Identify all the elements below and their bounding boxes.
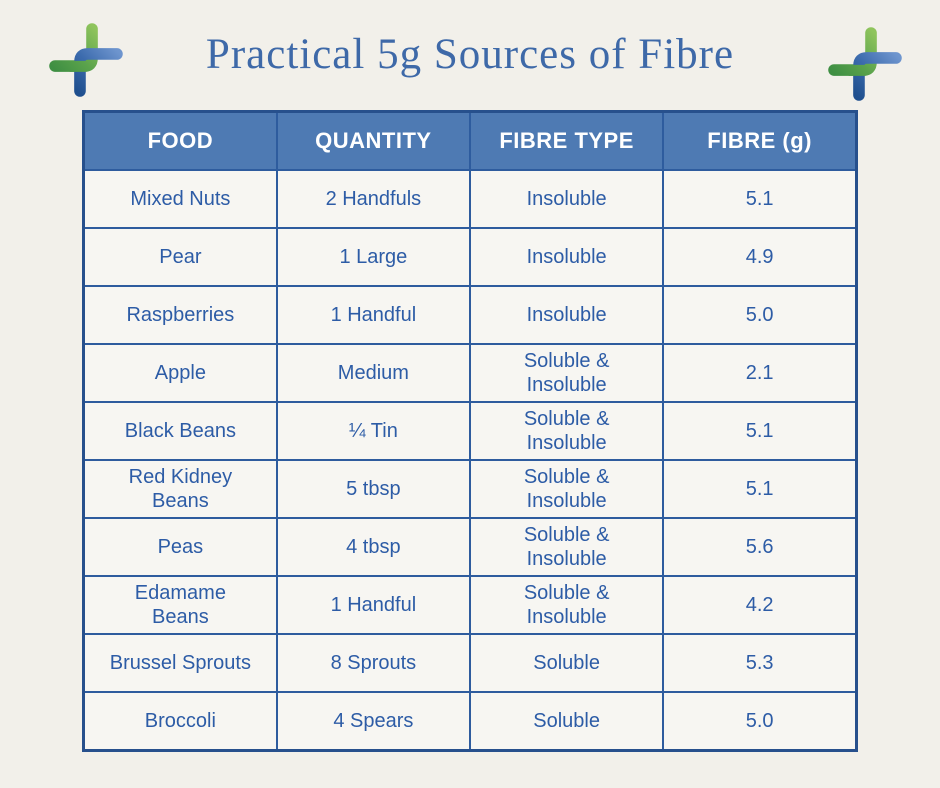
quantity-cell: 1 Handful (275, 285, 472, 345)
fibre-type-cell: Soluble & Insoluble (468, 459, 665, 519)
fibre-type-cell: Soluble & Insoluble (468, 575, 665, 635)
food-cell: Peas (82, 517, 278, 577)
food-cell: Red Kidney Beans (82, 459, 278, 519)
quantity-cell: 8 Sprouts (275, 633, 472, 693)
table-row: Mixed Nuts 2 Handfuls Insoluble 5.1 (82, 169, 858, 229)
quantity-cell: ¼ Tin (275, 401, 472, 461)
table-row: Red Kidney Beans 5 tbsp Soluble & Insolu… (82, 459, 858, 519)
column-header-quantity: QUANTITY (275, 110, 472, 171)
food-cell: Pear (82, 227, 278, 287)
column-header-fibre-type: FIBRE TYPE (468, 110, 665, 171)
fibre-type-cell: Insoluble (468, 285, 665, 345)
quantity-cell: 2 Handfuls (275, 169, 472, 229)
page-title: Practical 5g Sources of Fibre (205, 31, 735, 78)
quantity-cell: 1 Large (275, 227, 472, 287)
interlocked-hearts-cross-icon (828, 27, 902, 101)
interlocked-hearts-cross-icon (49, 23, 123, 97)
table-row: Black Beans ¼ Tin Soluble & Insoluble 5.… (82, 401, 858, 461)
food-cell: Apple (82, 343, 278, 403)
food-cell: Mixed Nuts (82, 169, 278, 229)
fibre-type-cell: Soluble (468, 691, 665, 752)
column-header-fibre-grams: FIBRE (g) (662, 110, 858, 171)
quantity-cell: 4 tbsp (275, 517, 472, 577)
table-header-row: FOOD QUANTITY FIBRE TYPE FIBRE (g) (82, 110, 858, 171)
table-row: Pear 1 Large Insoluble 4.9 (82, 227, 858, 287)
food-cell: Black Beans (82, 401, 278, 461)
fibre-grams-cell: 5.0 (662, 285, 858, 345)
quantity-cell: Medium (275, 343, 472, 403)
fibre-grams-cell: 5.1 (662, 401, 858, 461)
quantity-cell: 1 Handful (275, 575, 472, 635)
fibre-grams-cell: 4.9 (662, 227, 858, 287)
food-cell: Broccoli (82, 691, 278, 752)
table-row: Peas 4 tbsp Soluble & Insoluble 5.6 (82, 517, 858, 577)
table-row: Apple Medium Soluble & Insoluble 2.1 (82, 343, 858, 403)
fibre-type-cell: Insoluble (468, 227, 665, 287)
table-row: Edamame Beans 1 Handful Soluble & Insolu… (82, 575, 858, 635)
quantity-cell: 5 tbsp (275, 459, 472, 519)
food-cell: Edamame Beans (82, 575, 278, 635)
food-cell: Raspberries (82, 285, 278, 345)
fibre-type-cell: Insoluble (468, 169, 665, 229)
fibre-type-cell: Soluble & Insoluble (468, 343, 665, 403)
table-row: Raspberries 1 Handful Insoluble 5.0 (82, 285, 858, 345)
fibre-type-cell: Soluble & Insoluble (468, 517, 665, 577)
fibre-grams-cell: 5.0 (662, 691, 858, 752)
fibre-type-cell: Soluble (468, 633, 665, 693)
fibre-grams-cell: 2.1 (662, 343, 858, 403)
table-row: Brussel Sprouts 8 Sprouts Soluble 5.3 (82, 633, 858, 693)
food-cell: Brussel Sprouts (82, 633, 278, 693)
fibre-grams-cell: 4.2 (662, 575, 858, 635)
fibre-sources-table: FOOD QUANTITY FIBRE TYPE FIBRE (g) Mixed… (82, 110, 858, 752)
fibre-type-cell: Soluble & Insoluble (468, 401, 665, 461)
column-header-food: FOOD (82, 110, 278, 171)
fibre-grams-cell: 5.1 (662, 459, 858, 519)
fibre-grams-cell: 5.1 (662, 169, 858, 229)
fibre-grams-cell: 5.6 (662, 517, 858, 577)
quantity-cell: 4 Spears (275, 691, 472, 752)
fibre-grams-cell: 5.3 (662, 633, 858, 693)
table-row: Broccoli 4 Spears Soluble 5.0 (82, 691, 858, 752)
